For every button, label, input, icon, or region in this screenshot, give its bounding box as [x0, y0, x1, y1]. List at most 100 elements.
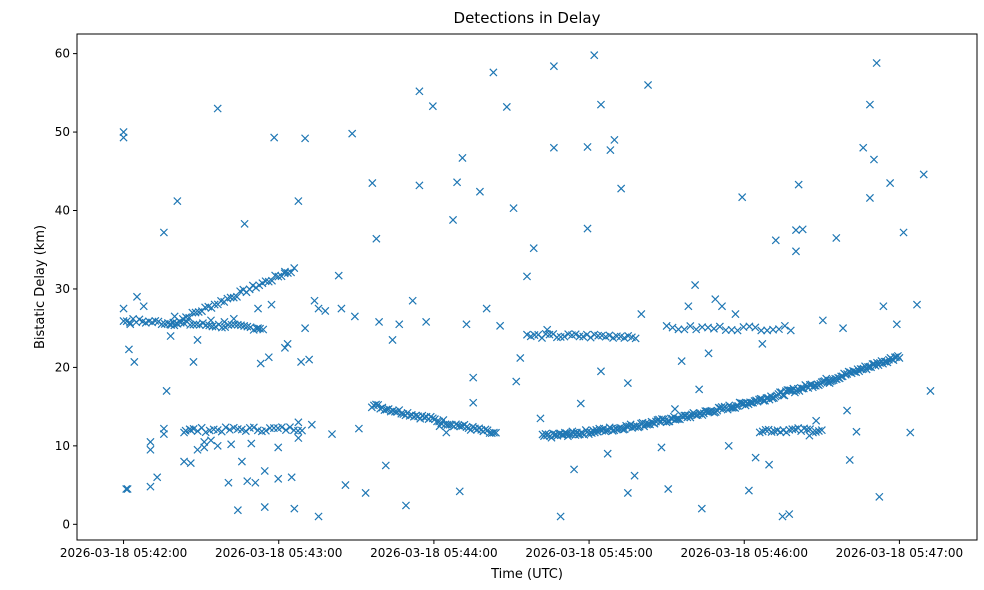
data-point — [435, 422, 444, 431]
data-point — [643, 420, 652, 429]
data-point — [283, 339, 292, 348]
data-point — [617, 184, 626, 193]
y-tick-label: 30 — [55, 282, 70, 296]
data-point — [482, 304, 491, 313]
data-point — [899, 228, 908, 237]
data-point — [798, 225, 807, 234]
data-point — [637, 310, 646, 319]
data-point — [738, 193, 747, 202]
data-point — [715, 322, 724, 331]
data-point — [280, 267, 289, 276]
data-point — [237, 457, 246, 466]
data-point — [522, 272, 532, 281]
data-point — [260, 466, 269, 475]
data-point — [162, 386, 171, 395]
plot-frame — [76, 33, 978, 541]
data-point — [859, 364, 868, 373]
data-point — [489, 428, 498, 437]
x-tick-label: 2026-03-18 05:46:00 — [681, 546, 808, 560]
data-point — [668, 323, 677, 332]
data-point — [261, 426, 270, 435]
data-point — [751, 453, 760, 462]
data-point — [130, 357, 139, 366]
data-point — [845, 455, 854, 465]
data-points — [119, 51, 935, 521]
data-point — [372, 234, 381, 243]
data-point — [812, 416, 821, 425]
data-point — [758, 339, 767, 348]
data-point — [761, 425, 770, 434]
data-point — [606, 146, 615, 155]
data-point — [757, 326, 766, 335]
data-point — [832, 233, 841, 242]
data-point — [259, 325, 268, 334]
data-point — [274, 443, 283, 452]
data-point — [208, 322, 217, 331]
data-point — [843, 406, 852, 415]
data-point — [157, 320, 166, 329]
data-point — [221, 423, 230, 432]
data-point — [794, 180, 803, 189]
data-point — [657, 443, 666, 452]
data-point — [596, 100, 605, 109]
data-point — [227, 320, 236, 329]
data-point — [825, 379, 834, 388]
data-point — [469, 398, 478, 407]
data-point — [491, 428, 500, 437]
data-point — [686, 322, 695, 331]
data-point — [563, 430, 572, 439]
data-point — [281, 426, 290, 435]
data-point — [751, 323, 760, 332]
data-point — [206, 316, 215, 325]
data-point — [549, 62, 558, 71]
data-point — [428, 414, 437, 423]
data-point — [631, 334, 640, 343]
data-point — [229, 314, 238, 323]
data-point — [677, 357, 686, 366]
data-point — [401, 501, 410, 510]
data-point — [536, 414, 545, 423]
data-point — [206, 436, 215, 445]
data-point — [442, 428, 451, 437]
data-point — [875, 492, 884, 501]
data-point — [662, 321, 671, 330]
data-point — [571, 330, 580, 339]
data-point — [744, 486, 753, 495]
data-point — [290, 504, 299, 513]
data-point — [415, 87, 424, 96]
data-point — [290, 264, 299, 273]
data-point — [672, 415, 681, 424]
data-point — [132, 292, 142, 301]
data-point — [180, 457, 189, 466]
data-point — [251, 478, 260, 487]
data-point — [159, 228, 168, 237]
data-point — [475, 187, 484, 196]
data-point — [695, 385, 704, 394]
data-point — [717, 302, 727, 311]
data-point — [277, 423, 286, 432]
data-point — [260, 503, 269, 512]
data-point — [791, 226, 800, 235]
data-point — [664, 484, 673, 494]
data-point — [817, 426, 826, 435]
data-point — [895, 353, 904, 362]
data-point — [455, 487, 464, 496]
data-point — [865, 193, 874, 202]
data-point — [264, 353, 273, 362]
data-point — [462, 320, 471, 329]
data-point — [305, 355, 314, 364]
data-point — [603, 449, 612, 458]
data-point — [327, 430, 337, 439]
data-point — [755, 428, 764, 437]
data-point — [791, 247, 800, 256]
data-point — [630, 471, 639, 480]
data-point — [771, 236, 780, 245]
data-point — [213, 104, 222, 113]
data-point — [765, 460, 774, 469]
data-point — [583, 224, 592, 233]
data-point — [225, 425, 234, 434]
y-tick-label: 40 — [55, 204, 70, 218]
data-point — [193, 445, 202, 454]
data-point — [314, 304, 323, 313]
